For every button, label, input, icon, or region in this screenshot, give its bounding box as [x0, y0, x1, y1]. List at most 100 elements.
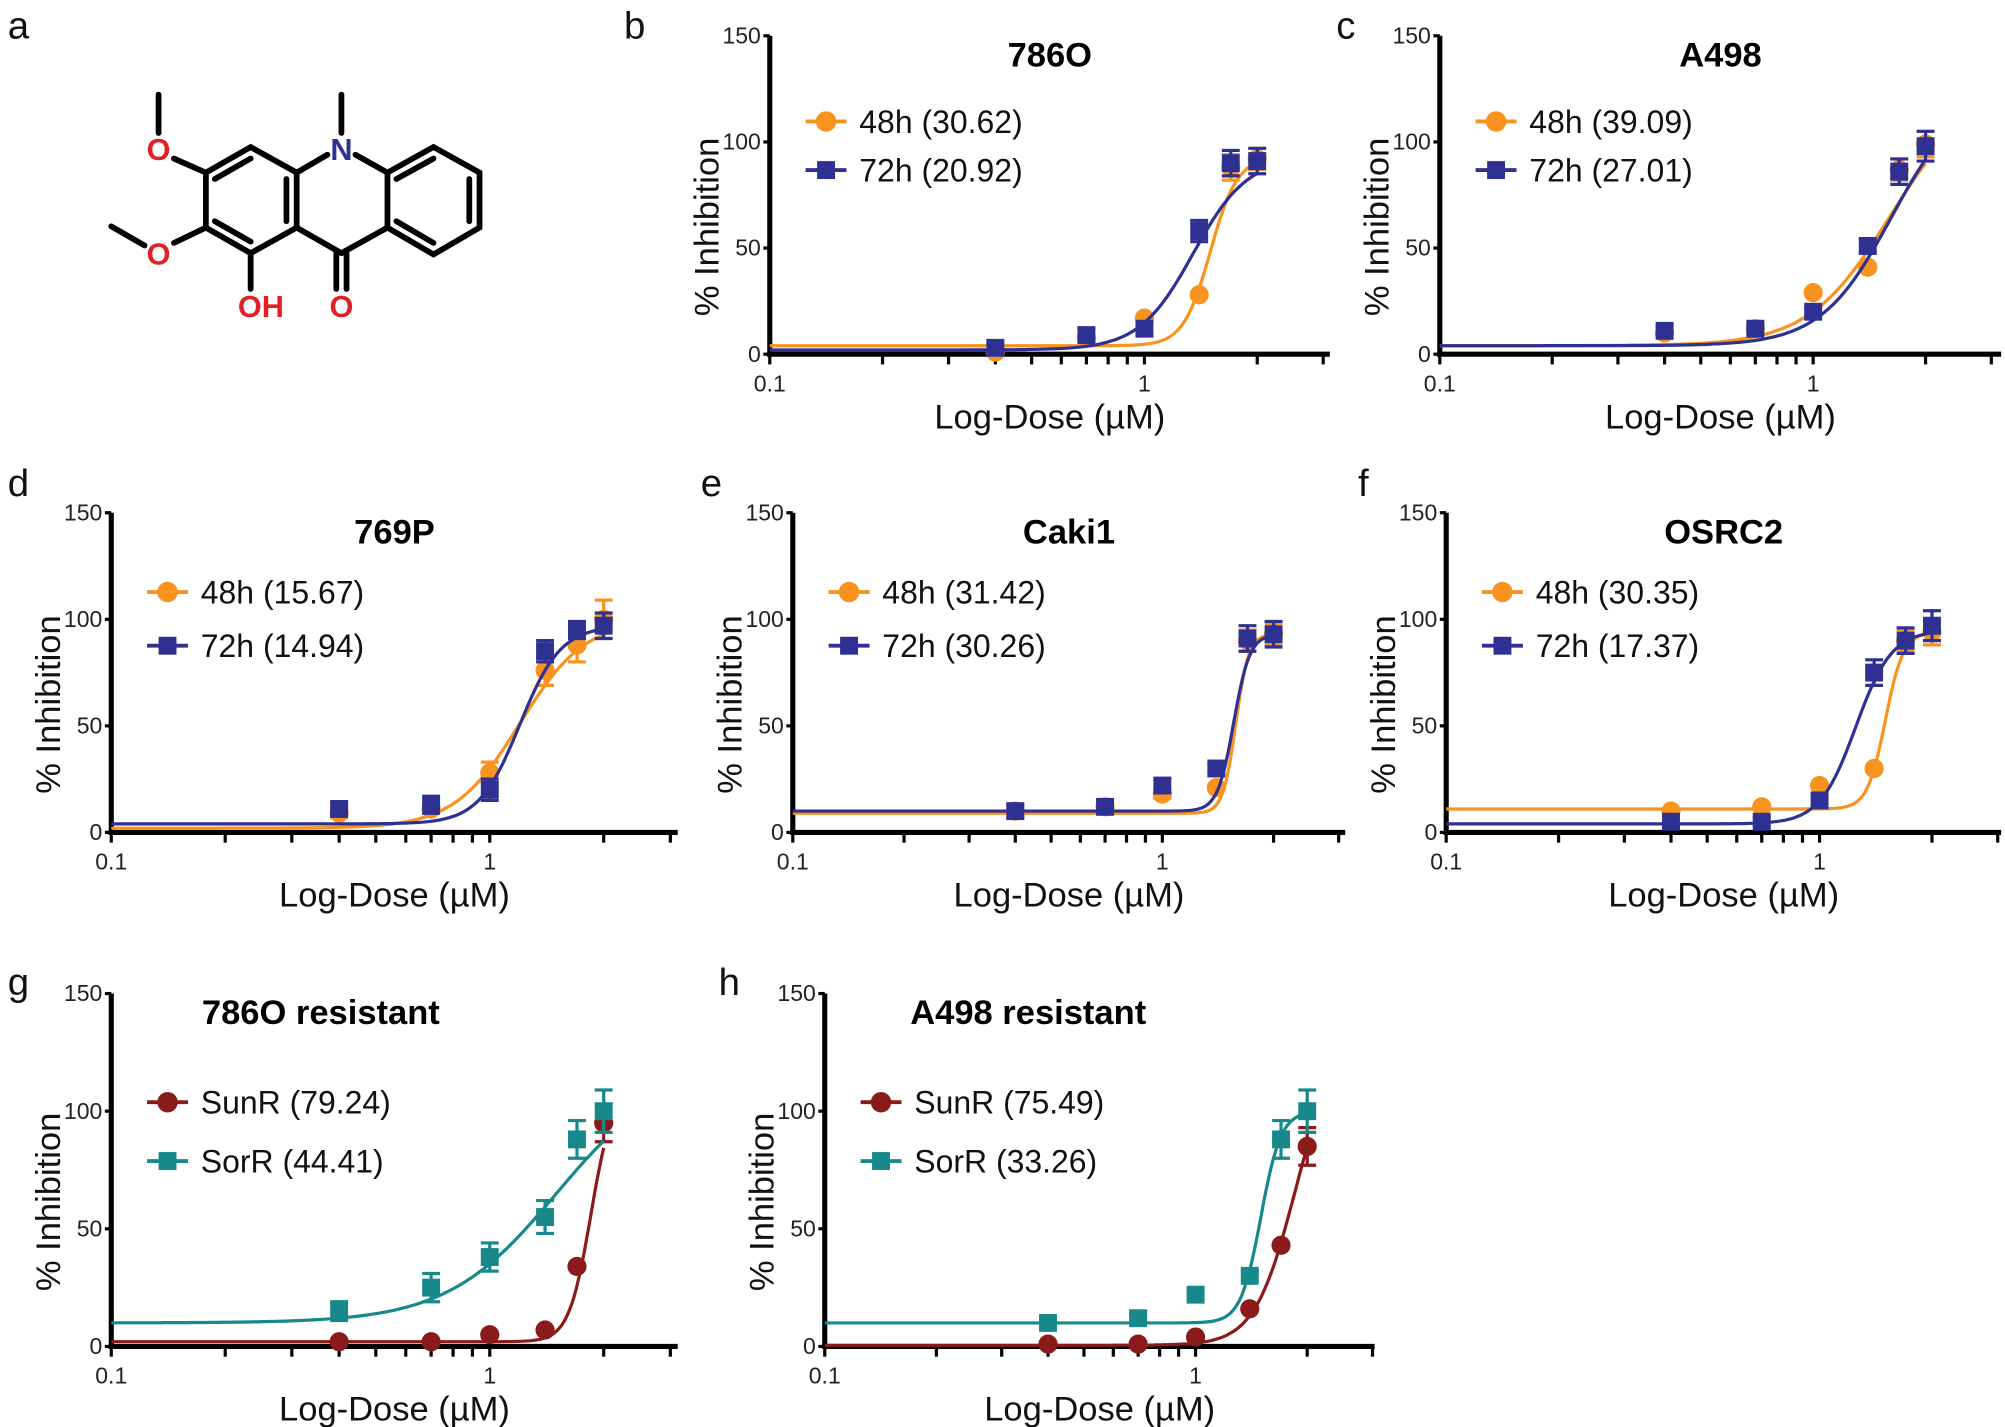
chart-title: A498	[1679, 36, 1762, 74]
y-axis-label: % Inhibition	[689, 138, 727, 316]
data-point	[986, 338, 1005, 357]
y-tick-label: 150	[1399, 499, 1437, 525]
data-point	[1810, 791, 1829, 810]
data-point	[1077, 326, 1096, 345]
legend-label: SorR (44.41)	[201, 1144, 384, 1180]
x-axis-label: Log-Dose (µM)	[279, 1391, 510, 1427]
data-point	[1129, 1309, 1148, 1328]
chart-title: 769P	[354, 513, 435, 551]
legend-label: 72h (14.94)	[201, 628, 364, 664]
x-tick-label: 1	[1189, 1363, 1202, 1389]
x-axis-label: Log-Dose (µM)	[954, 877, 1185, 915]
data-point	[1752, 812, 1771, 831]
legend-label: SorR (33.26)	[914, 1144, 1097, 1180]
atom-oxygen: O	[147, 237, 171, 272]
fit-curve	[769, 172, 1259, 352]
y-axis-label: % Inhibition	[30, 615, 68, 793]
data-point	[1923, 616, 1941, 635]
legend-marker	[840, 636, 859, 655]
series-1	[824, 1088, 1317, 1332]
chart-title: A498 resistant	[910, 994, 1146, 1032]
data-point	[330, 800, 349, 818]
x-axis-label: Log-Dose (µM)	[934, 398, 1165, 436]
legend-label: 48h (31.42)	[882, 575, 1045, 611]
legend-label: 48h (30.62)	[859, 104, 1022, 140]
series-1	[1446, 609, 1941, 831]
legend-marker	[1487, 161, 1506, 180]
legend-label: 72h (20.92)	[859, 153, 1022, 189]
y-tick-label: 0	[771, 819, 784, 845]
chart-panel-d: d 0 50 100 150 0.1 1 Log-Dose (µM) % Inhibition 7…	[8, 462, 678, 915]
data-point	[535, 1320, 555, 1340]
legend-entry: 72h (20.92)	[805, 153, 1023, 189]
y-tick-label: 100	[64, 1098, 102, 1124]
y-axis-label: % Inhibition	[1365, 615, 1403, 793]
chemical-structure: a O O OH	[8, 4, 483, 324]
data-point	[330, 1302, 349, 1321]
legend-entry: 72h (17.37)	[1482, 628, 1699, 664]
x-tick-label: 0.1	[777, 848, 809, 874]
legend-entry: SorR (33.26)	[860, 1144, 1097, 1180]
legend-marker	[817, 161, 835, 180]
y-tick-label: 50	[77, 1215, 103, 1241]
fit-curve	[769, 161, 1258, 348]
atom-nitrogen: N	[330, 132, 352, 167]
data-point	[1752, 797, 1772, 817]
data-point	[1864, 758, 1884, 779]
legend-label: SunR (75.49)	[914, 1085, 1104, 1121]
legend-marker	[157, 581, 178, 603]
x-axis-label: Log-Dose (µM)	[279, 877, 510, 915]
legend-label: 48h (15.67)	[201, 575, 364, 611]
x-axis-label: Log-Dose (µM)	[984, 1391, 1215, 1427]
x-tick-label: 1	[483, 848, 496, 874]
series-0	[824, 1126, 1317, 1354]
panel-letter: g	[8, 961, 29, 1004]
data-point	[1298, 1102, 1317, 1121]
chart-title: 786O resistant	[202, 994, 440, 1032]
panel-letter: d	[8, 462, 29, 505]
data-point	[1238, 629, 1257, 648]
x-tick-label: 1	[1156, 848, 1169, 874]
legend-marker	[870, 1091, 892, 1113]
data-point	[1890, 162, 1909, 181]
y-tick-label: 0	[1418, 341, 1431, 367]
legend-marker	[1492, 581, 1513, 603]
atom-oxygen: O	[147, 132, 171, 167]
data-point	[1207, 759, 1226, 778]
data-point	[1297, 1136, 1317, 1157]
series-1	[111, 1088, 613, 1325]
chart-title: Caki1	[1023, 513, 1115, 551]
data-point	[568, 621, 586, 639]
y-tick-label: 150	[1392, 22, 1430, 48]
legend-marker	[838, 581, 860, 603]
legend-entry: SunR (75.49)	[860, 1085, 1104, 1121]
x-tick-label: 0.1	[809, 1363, 841, 1389]
data-point	[568, 1130, 586, 1149]
fit-curve	[111, 1147, 606, 1344]
data-point	[422, 1278, 441, 1297]
data-point	[1128, 1334, 1148, 1354]
legend-marker	[1485, 111, 1507, 132]
data-point	[1655, 321, 1674, 340]
data-point	[422, 795, 441, 814]
y-tick-label: 50	[758, 713, 784, 739]
y-tick-label: 50	[735, 235, 761, 261]
legend-entry: 48h (31.42)	[828, 575, 1046, 611]
data-point	[1221, 154, 1240, 173]
y-axis-label: % Inhibition	[30, 1113, 68, 1291]
legend-entry: 48h (39.09)	[1475, 104, 1693, 140]
data-point	[536, 1208, 555, 1226]
data-point	[1240, 1266, 1259, 1285]
data-point	[1240, 1299, 1260, 1319]
y-tick-label: 100	[1392, 129, 1430, 155]
legend-marker	[158, 1152, 177, 1170]
atom-hydroxyl: OH	[238, 289, 284, 324]
y-tick-label: 50	[77, 713, 103, 739]
y-tick-label: 0	[90, 819, 103, 845]
legend-entry: SunR (79.24)	[147, 1085, 391, 1121]
data-point	[1896, 631, 1915, 650]
y-tick-label: 0	[1424, 819, 1437, 845]
y-tick-label: 150	[722, 22, 760, 48]
